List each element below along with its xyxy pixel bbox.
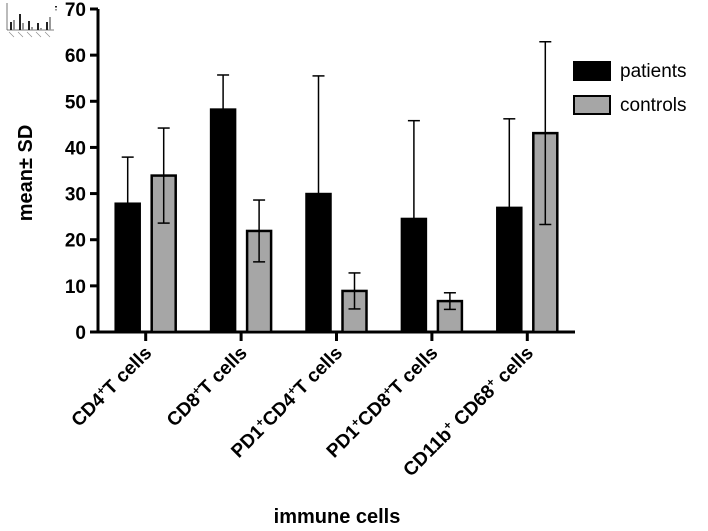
bar-patients — [496, 206, 523, 334]
legend-label-patients: patients — [620, 61, 687, 82]
bar-patients — [305, 192, 332, 334]
legend-label-controls: controls — [620, 95, 687, 116]
bar-controls — [150, 174, 177, 334]
y-tick-label: 70 — [65, 0, 86, 21]
x-tick-label: CD4+T cells — [66, 341, 156, 431]
y-tick-label: 10 — [65, 277, 86, 298]
y-axis-title: mean± SD — [15, 125, 37, 222]
y-tick-label: 0 — [75, 323, 86, 344]
y-tick-label: 60 — [65, 46, 86, 67]
y-tick-label: 30 — [65, 185, 86, 206]
bar-controls — [341, 289, 368, 334]
thumbnail-icon — [2, 0, 64, 40]
y-tick-label: 50 — [65, 92, 86, 113]
y-tick-label: 40 — [65, 138, 86, 159]
legend-swatch-patients — [573, 61, 611, 81]
y-tick-label: 20 — [65, 231, 86, 252]
x-tick-label: CD8+T cells — [162, 341, 252, 431]
x-axis-title: immune cells — [274, 506, 401, 528]
bar-patients — [114, 202, 141, 334]
bar-patients — [209, 108, 237, 334]
legend-swatch-controls — [573, 95, 611, 115]
bar-patients — [400, 217, 428, 334]
